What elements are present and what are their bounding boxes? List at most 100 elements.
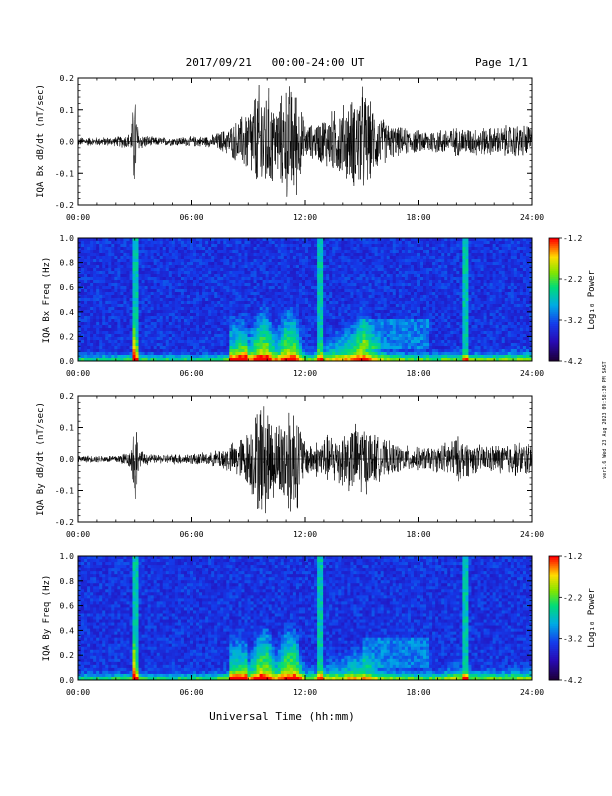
- spectrogram-cell: [396, 265, 399, 268]
- spectrogram-cell: [238, 343, 241, 346]
- spectrogram-cell: [311, 268, 314, 271]
- spectrogram-cell: [344, 346, 347, 349]
- spectrogram-cell: [378, 262, 381, 265]
- spectrogram-cell: [81, 325, 84, 328]
- spectrogram-cell: [84, 349, 87, 352]
- spectrogram-cell: [229, 280, 232, 283]
- spectrogram-cell: [399, 295, 402, 298]
- spectrogram-cell: [111, 277, 114, 280]
- spectrogram-cell: [241, 295, 244, 298]
- spectrogram-cell: [229, 343, 232, 346]
- spectrogram-cell: [393, 292, 396, 295]
- spectrogram-cell: [260, 250, 263, 253]
- spectrogram-cell: [235, 310, 238, 313]
- spectrogram-cell: [205, 274, 208, 277]
- spectrogram-cell: [381, 343, 384, 346]
- spectrogram-cell: [196, 286, 199, 289]
- spectrogram-cell: [199, 280, 202, 283]
- spectrogram-cell: [363, 325, 366, 328]
- spectrogram-cell: [157, 316, 160, 319]
- spectrogram-cell: [426, 277, 429, 280]
- spectrogram-cell: [123, 319, 126, 322]
- spectrogram-cell: [278, 346, 281, 349]
- spectrogram-cell: [232, 322, 235, 325]
- spectrogram-cell: [269, 262, 272, 265]
- spectrogram-cell: [136, 280, 139, 283]
- spectrogram-cell: [417, 289, 420, 292]
- spectrogram-cell: [432, 277, 435, 280]
- spectrogram-cell: [181, 325, 184, 328]
- spectrogram-cell: [335, 259, 338, 262]
- spectrogram-cell: [111, 265, 114, 268]
- spectrogram-cell: [157, 277, 160, 280]
- spectrogram-cell: [287, 259, 290, 262]
- spectrogram-cell: [193, 280, 196, 283]
- spectrogram-cell: [126, 256, 129, 259]
- spectrogram-cell: [226, 325, 229, 328]
- spectrogram-cell: [305, 277, 308, 280]
- spectrogram-cell: [160, 322, 163, 325]
- spectrogram-cell: [381, 268, 384, 271]
- spectrogram-cell: [332, 247, 335, 250]
- spectrogram-cell: [353, 325, 356, 328]
- spectrogram-cell: [99, 346, 102, 349]
- spectrogram-cell: [223, 238, 226, 241]
- spectrogram-cell: [378, 283, 381, 286]
- spectrogram-cell: [193, 343, 196, 346]
- spectrogram-cell: [193, 295, 196, 298]
- spectrogram-cell: [372, 322, 375, 325]
- spectrogram-cell: [326, 328, 329, 331]
- spectrogram-cell: [335, 274, 338, 277]
- spectrogram-cell: [136, 355, 139, 358]
- spectrogram-cell: [414, 244, 417, 247]
- spectrogram-cell: [344, 334, 347, 337]
- spectrogram-cell: [163, 271, 166, 274]
- spectrogram-cell: [235, 283, 238, 286]
- spectrogram-cell: [208, 274, 211, 277]
- spectrogram-cell: [356, 280, 359, 283]
- spectrogram-cell: [199, 304, 202, 307]
- spectrogram-cell: [247, 301, 250, 304]
- spectrogram-cell: [272, 340, 275, 343]
- spectrogram-cell: [102, 349, 105, 352]
- spectrogram-cell: [414, 298, 417, 301]
- spectrogram-cell: [81, 337, 84, 340]
- spectrogram-cell: [323, 310, 326, 313]
- spectrogram-cell: [123, 310, 126, 313]
- spectrogram-cell: [341, 319, 344, 322]
- spectrogram-cell: [126, 352, 129, 355]
- spectrogram-cell: [384, 325, 387, 328]
- spectrogram-cell: [393, 286, 396, 289]
- spectrogram-cell: [284, 277, 287, 280]
- spectrogram-cell: [184, 295, 187, 298]
- spectrogram-cell: [266, 295, 269, 298]
- spectrogram-cell: [299, 271, 302, 274]
- spectrogram-cell: [229, 241, 232, 244]
- spectrogram-cell: [223, 322, 226, 325]
- spectrogram-cell: [132, 253, 135, 256]
- spectrogram-cell: [350, 238, 353, 241]
- spectrogram-cell: [260, 349, 263, 352]
- spectrogram-cell: [281, 298, 284, 301]
- spectrogram-cell: [281, 349, 284, 352]
- spectrogram-cell: [105, 286, 108, 289]
- spectrogram-cell: [160, 355, 163, 358]
- spectrogram-cell: [181, 352, 184, 355]
- spectrogram-cell: [151, 292, 154, 295]
- spectrogram-cell: [99, 334, 102, 337]
- spectrogram-cell: [93, 274, 96, 277]
- spectrogram-cell: [269, 313, 272, 316]
- spectrogram-cell: [251, 295, 254, 298]
- spectrogram-cell: [96, 280, 99, 283]
- spectrogram-cell: [139, 325, 142, 328]
- spectrogram-cell: [375, 352, 378, 355]
- spectrogram-cell: [381, 313, 384, 316]
- spectrogram-cell: [220, 349, 223, 352]
- spectrogram-cell: [311, 319, 314, 322]
- spectrogram-cell: [393, 271, 396, 274]
- spectrogram-cell: [402, 295, 405, 298]
- spectrogram-cell: [423, 283, 426, 286]
- spectrogram-cell: [435, 340, 438, 343]
- spectrogram-cell: [372, 238, 375, 241]
